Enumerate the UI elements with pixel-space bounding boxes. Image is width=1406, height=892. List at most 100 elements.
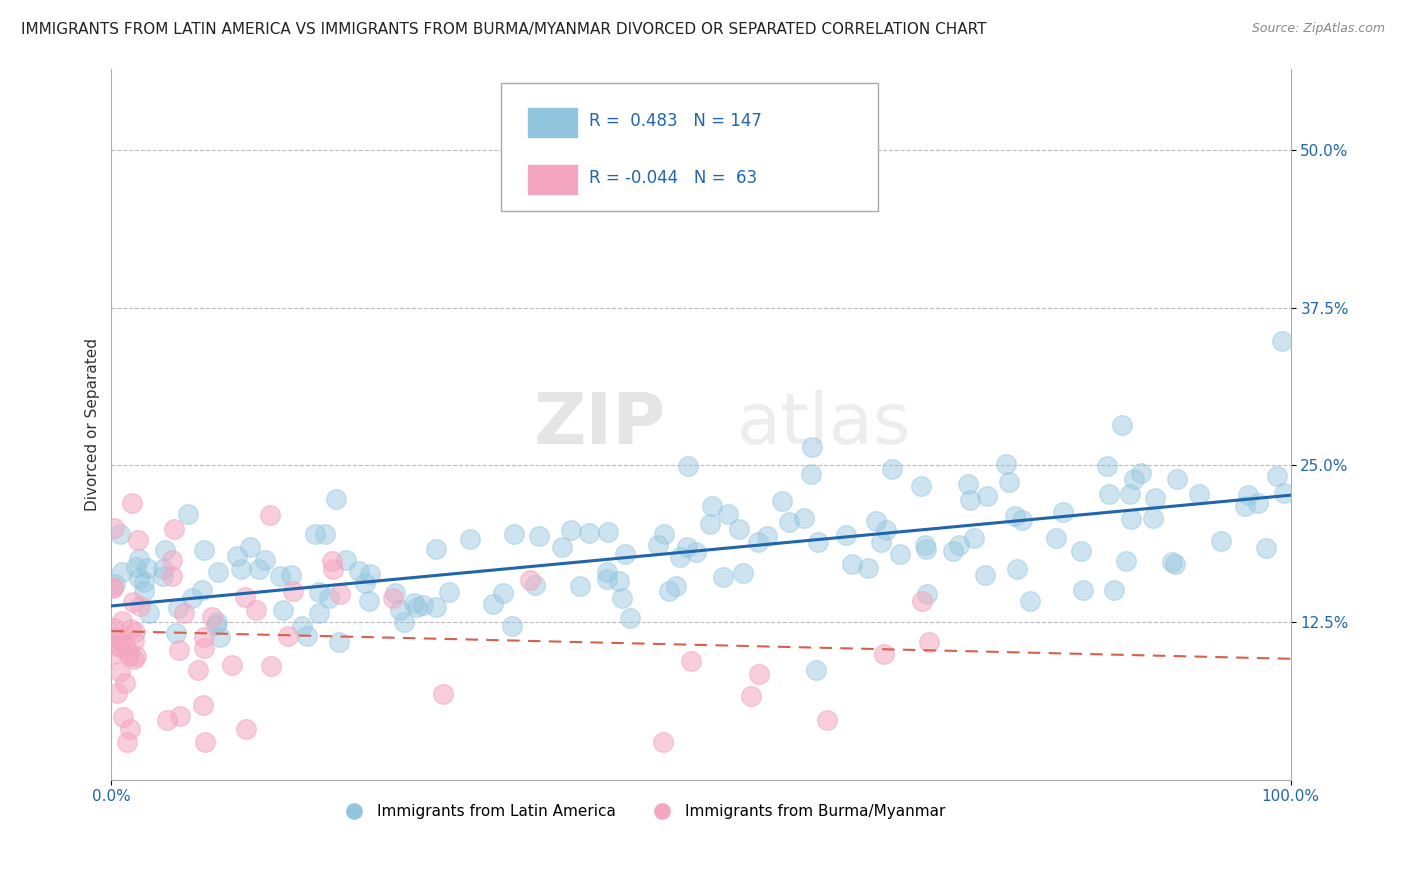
Point [519,574,541,588]
Point [652,735,675,749]
Point [308,585,330,599]
Point [194,735,217,749]
Point [163,522,186,536]
Point [118,648,141,663]
Point [578,526,600,541]
Point [1209,534,1232,549]
Point [918,635,941,649]
Point [122,634,145,648]
Point [162,569,184,583]
Point [1265,468,1288,483]
Point [948,538,970,552]
Point [103,521,125,535]
Point [103,621,125,635]
Point [125,648,148,663]
Text: Source: ZipAtlas.com: Source: ZipAtlas.com [1251,22,1385,36]
Point [165,626,187,640]
Text: ZIP: ZIP [533,390,665,458]
Point [247,562,270,576]
Point [283,583,305,598]
Point [191,698,214,713]
Point [747,535,769,549]
Point [132,575,155,590]
Point [402,596,425,610]
Point [841,557,863,571]
Point [359,566,381,581]
Point [875,523,897,537]
Point [669,550,692,565]
Point [610,591,633,606]
Legend: Immigrants from Latin America, Immigrants from Burma/Myanmar: Immigrants from Latin America, Immigrant… [333,798,952,825]
Point [329,586,352,600]
Point [382,591,405,605]
Point [1018,594,1040,608]
Point [103,631,125,645]
Point [295,630,318,644]
Point [756,528,779,542]
Point [437,585,460,599]
Point [328,635,350,649]
Point [1271,334,1294,348]
Point [271,602,294,616]
Point [733,566,755,581]
Point [1161,555,1184,569]
Point [1164,558,1187,572]
Point [239,540,262,554]
Point [225,549,247,563]
Point [156,713,179,727]
Point [1097,486,1119,500]
Point [492,586,515,600]
Point [915,587,938,601]
Point [322,562,344,576]
Point [347,565,370,579]
Point [110,632,132,646]
Point [792,511,814,525]
FancyBboxPatch shape [501,83,877,211]
Point [700,499,723,513]
Point [856,561,879,575]
Point [114,638,136,652]
Point [425,542,447,557]
Point [678,459,700,474]
Point [524,578,547,592]
Point [118,646,141,660]
Point [108,527,131,541]
Point [135,560,157,574]
Point [114,675,136,690]
Point [314,527,336,541]
Point [740,689,762,703]
Point [963,531,986,545]
Point [595,572,617,586]
Point [1272,486,1295,500]
Point [101,580,124,594]
Point [166,600,188,615]
Point [253,553,276,567]
Point [138,606,160,620]
Point [120,623,142,637]
Point [998,475,1021,490]
Point [1129,466,1152,480]
Point [527,529,550,543]
Point [1005,562,1028,576]
Point [125,559,148,574]
Text: IMMIGRANTS FROM LATIN AMERICA VS IMMIGRANTS FROM BURMA/MYANMAR DIVORCED OR SEPAR: IMMIGRANTS FROM LATIN AMERICA VS IMMIGRA… [21,22,987,37]
Point [169,709,191,723]
Point [1011,512,1033,526]
Point [1115,553,1137,567]
Point [152,569,174,583]
Point [259,508,281,523]
Point [880,462,903,476]
Y-axis label: Divorced or Separated: Divorced or Separated [86,337,100,510]
Point [889,548,911,562]
Point [105,686,128,700]
Point [652,526,675,541]
Point [717,507,740,521]
Point [118,723,141,737]
Point [1045,531,1067,545]
Point [481,597,503,611]
Point [551,541,574,555]
Point [1102,583,1125,598]
Point [681,654,703,668]
Point [1247,496,1270,510]
Point [432,687,454,701]
